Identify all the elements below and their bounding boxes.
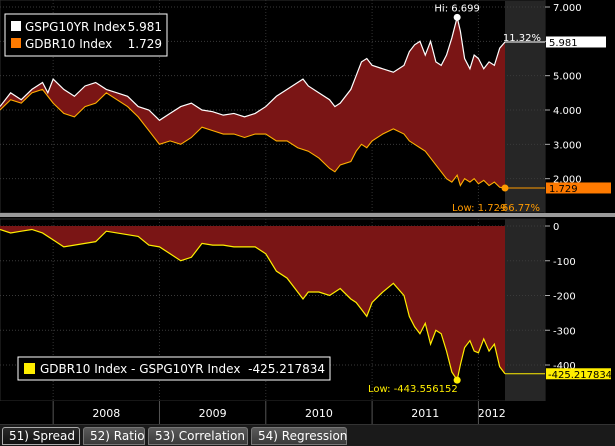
spread-fill-bottom xyxy=(0,226,505,381)
x-tick-label: 2010 xyxy=(305,407,333,420)
x-tick-label: 2008 xyxy=(92,407,120,420)
last-value-spread: -425.217834 xyxy=(548,370,612,381)
x-axis-band xyxy=(0,401,615,424)
series-line-gdbr10 xyxy=(0,88,506,189)
function-tab-bar: 51) Spread 52) Ratio 53) Correlation 54)… xyxy=(0,424,615,446)
y-tick-label: -300 xyxy=(553,326,576,337)
y-tick-label: 7.000 xyxy=(553,3,582,14)
y-tick-label: 4.000 xyxy=(553,106,582,117)
bottom-future-shade xyxy=(505,219,545,401)
x-axis: 2008 2009 2010 2011 2012 xyxy=(52,401,506,424)
last-value-gdbr10: 1.729 xyxy=(549,184,578,195)
top-legend: GSPG10YR Index 5.981 GDBR10 Index 1.729 xyxy=(4,13,168,57)
top-pct-label: 11.32% xyxy=(503,33,541,44)
low-label-top: Low: 1.729 xyxy=(452,203,506,214)
top-legend-box xyxy=(4,13,168,57)
legend-name-spread: GDBR10 Index - GSPG10YR Index xyxy=(40,362,240,376)
legend-swatch-spread xyxy=(24,363,35,374)
last-value-gspg10yr: 5.981 xyxy=(549,38,578,49)
last-value-box-gspg10yr xyxy=(546,36,606,48)
y-tick-label: 0 xyxy=(553,222,559,233)
y-tick-label: 5.000 xyxy=(553,72,582,83)
y-tick-label: -200 xyxy=(553,292,576,303)
y-tick-label: -100 xyxy=(553,257,576,268)
legend-name-gspg10yr: GSPG10YR Index xyxy=(25,20,126,34)
spread-fill-top xyxy=(0,17,505,188)
last-value-box-gdbr10 xyxy=(546,182,611,194)
panel-separator[interactable] xyxy=(0,213,615,217)
bottom-legend: GDBR10 Index - GSPG10YR Index -425.21783… xyxy=(17,356,331,381)
legend-name-gdbr10: GDBR10 Index xyxy=(25,37,112,51)
tab-spread[interactable]: 51) Spread xyxy=(2,427,80,445)
hi-marker xyxy=(453,13,461,21)
low-label-spread: Low: -443.556152 xyxy=(368,384,458,395)
x-tick-label: 2009 xyxy=(199,407,227,420)
tab-ratio[interactable]: 52) Ratio xyxy=(83,427,145,445)
bottom-y-axis: 0 -100 -200 -300 -400 xyxy=(545,222,576,372)
legend-swatch-gspg10yr xyxy=(11,21,21,31)
y-tick-label: -400 xyxy=(553,361,576,372)
y-tick-label: 3.000 xyxy=(553,140,582,151)
top-future-shade xyxy=(505,1,545,212)
legend-value-gdbr10: 1.729 xyxy=(128,37,162,51)
tab-correlation[interactable]: 53) Correlation xyxy=(148,427,248,445)
legend-value-spread: -425.217834 xyxy=(248,362,325,376)
x-tick-label: 2011 xyxy=(411,407,439,420)
annotations: Hi: 6.699 11.32% 5.981 Low: 1.729 -66.77… xyxy=(368,3,612,395)
low-marker-spread xyxy=(453,376,461,384)
y-tick-label: 2.000 xyxy=(553,175,582,186)
x-tick-label: 2012 xyxy=(478,407,506,420)
legend-swatch-gdbr10 xyxy=(11,38,21,48)
hi-label: Hi: 6.699 xyxy=(434,3,479,14)
series-line-gspg10yr xyxy=(0,17,506,122)
legend-value-gspg10yr: 5.981 xyxy=(128,20,162,34)
last-value-box-spread xyxy=(546,368,611,380)
tab-regression[interactable]: 54) Regression xyxy=(251,427,347,445)
bottom-pct-label: -66.77% xyxy=(498,203,540,214)
bottom-legend-box xyxy=(17,356,331,381)
